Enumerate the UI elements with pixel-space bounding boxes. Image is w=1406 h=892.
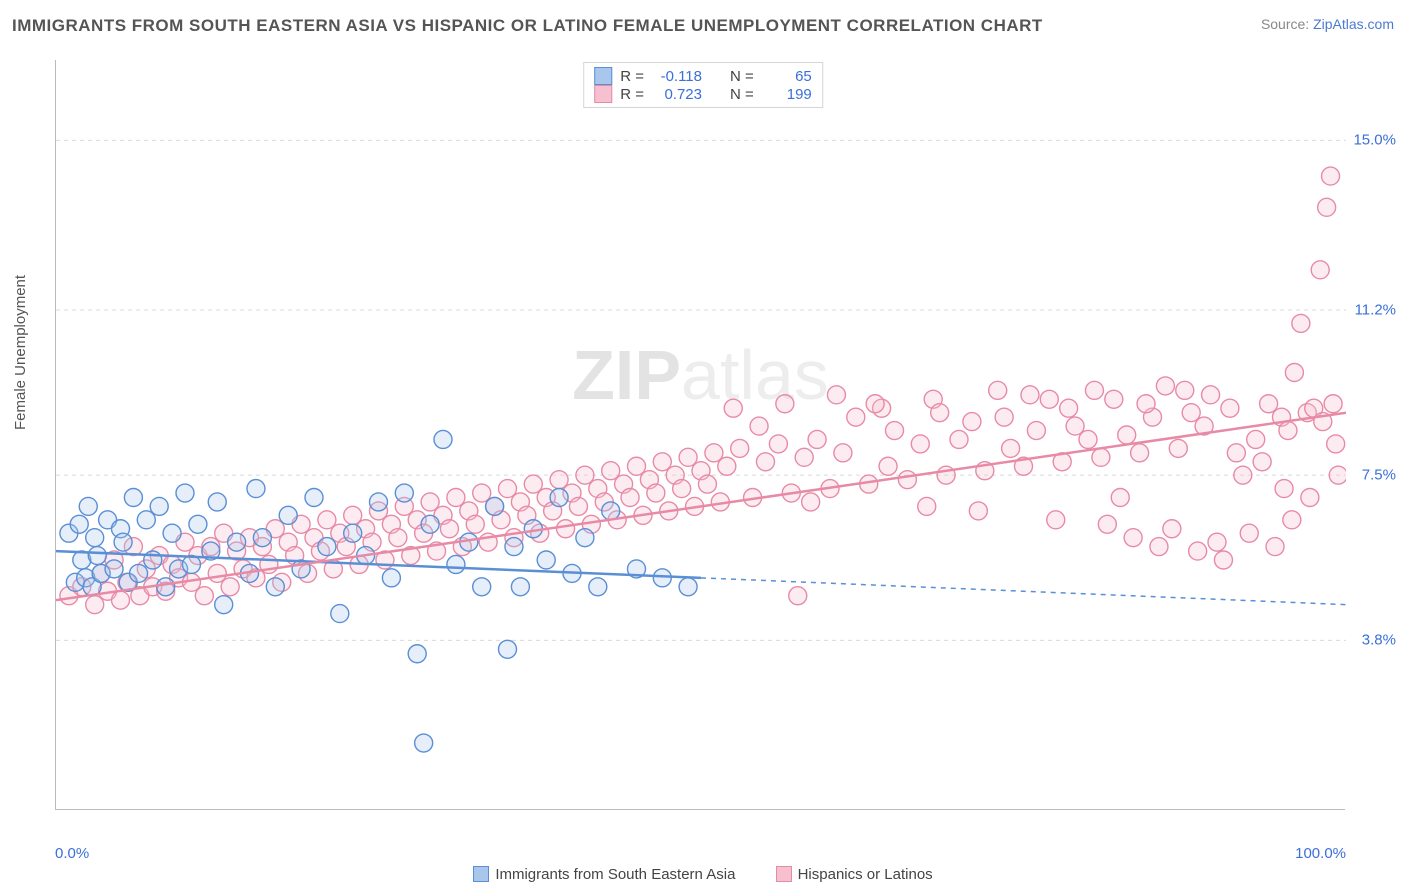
y-tick-label: 7.5%: [1362, 467, 1396, 484]
legend-item-blue: Immigrants from South Eastern Asia: [473, 866, 735, 883]
y-tick-label: 3.8%: [1362, 632, 1396, 649]
legend-swatch-pink-icon: [776, 866, 792, 882]
x-max-label: 100.0%: [1295, 845, 1346, 862]
legend-swatch-blue-icon: [473, 866, 489, 882]
y-tick-label: 11.2%: [1355, 302, 1396, 319]
correlation-legend: R = -0.118 N = 65 R = 0.723 N = 199: [583, 62, 823, 108]
swatch-pink-icon: [594, 85, 612, 103]
swatch-blue-icon: [594, 67, 612, 85]
series-legend: Immigrants from South Eastern Asia Hispa…: [0, 866, 1406, 887]
x-min-label: 0.0%: [55, 845, 89, 862]
source-link[interactable]: ZipAtlas.com: [1313, 16, 1394, 32]
y-tick-label: 15.0%: [1353, 132, 1396, 149]
corr-row-blue: R = -0.118 N = 65: [594, 67, 812, 85]
corr-row-pink: R = 0.723 N = 199: [594, 85, 812, 103]
legend-item-pink: Hispanics or Latinos: [776, 866, 933, 883]
source-label: Source: ZipAtlas.com: [1261, 16, 1394, 32]
y-axis-label: Female Unemployment: [12, 275, 29, 430]
chart-plot-area: ZIPatlas: [55, 60, 1345, 810]
chart-title: IMMIGRANTS FROM SOUTH EASTERN ASIA VS HI…: [12, 16, 1043, 36]
scatter-svg: [56, 60, 1346, 810]
